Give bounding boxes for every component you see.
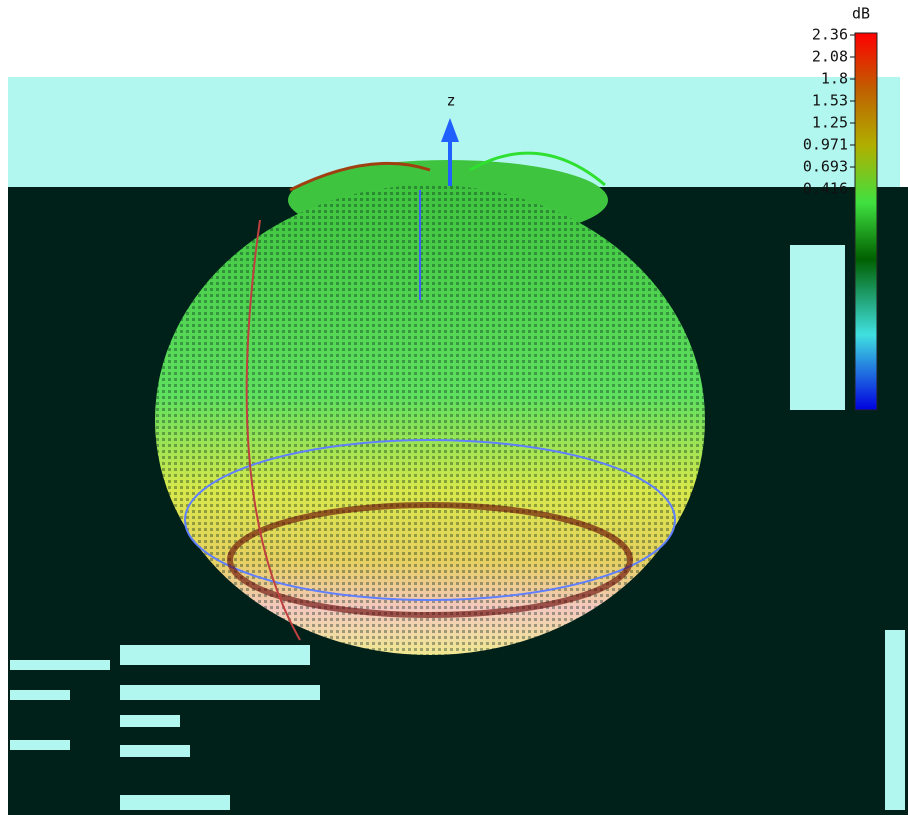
z-arrow [441, 118, 459, 142]
colorbar-tick-label: 2.08 [812, 48, 848, 66]
colorbar-tick-label: 1.25 [812, 114, 848, 132]
colorbar-tick-label: 2.36 [812, 26, 848, 44]
colorbar-ticks: 2.36 2.08 1.8 1.53 1.25 0.971 0.693 0.416 [803, 26, 855, 198]
colorbar-tick-label: 0.971 [803, 136, 848, 154]
arc [245, 219, 301, 641]
latitude [227, 502, 633, 618]
latitude [184, 439, 676, 601]
arc [469, 151, 606, 187]
colorbar-unit: dB [852, 5, 870, 23]
glitch-blocks [10, 245, 905, 810]
colorbar-tick-label: 0.693 [803, 158, 848, 176]
axis-label: z [446, 92, 455, 110]
colorbar-tick-label: 1.8 [821, 70, 848, 88]
colorbar-tick-label: 0.416 [803, 180, 848, 198]
colorbar [854, 32, 878, 411]
arc [289, 161, 431, 192]
mesh [155, 185, 705, 655]
colorbar-tick-label: 1.53 [812, 92, 848, 110]
